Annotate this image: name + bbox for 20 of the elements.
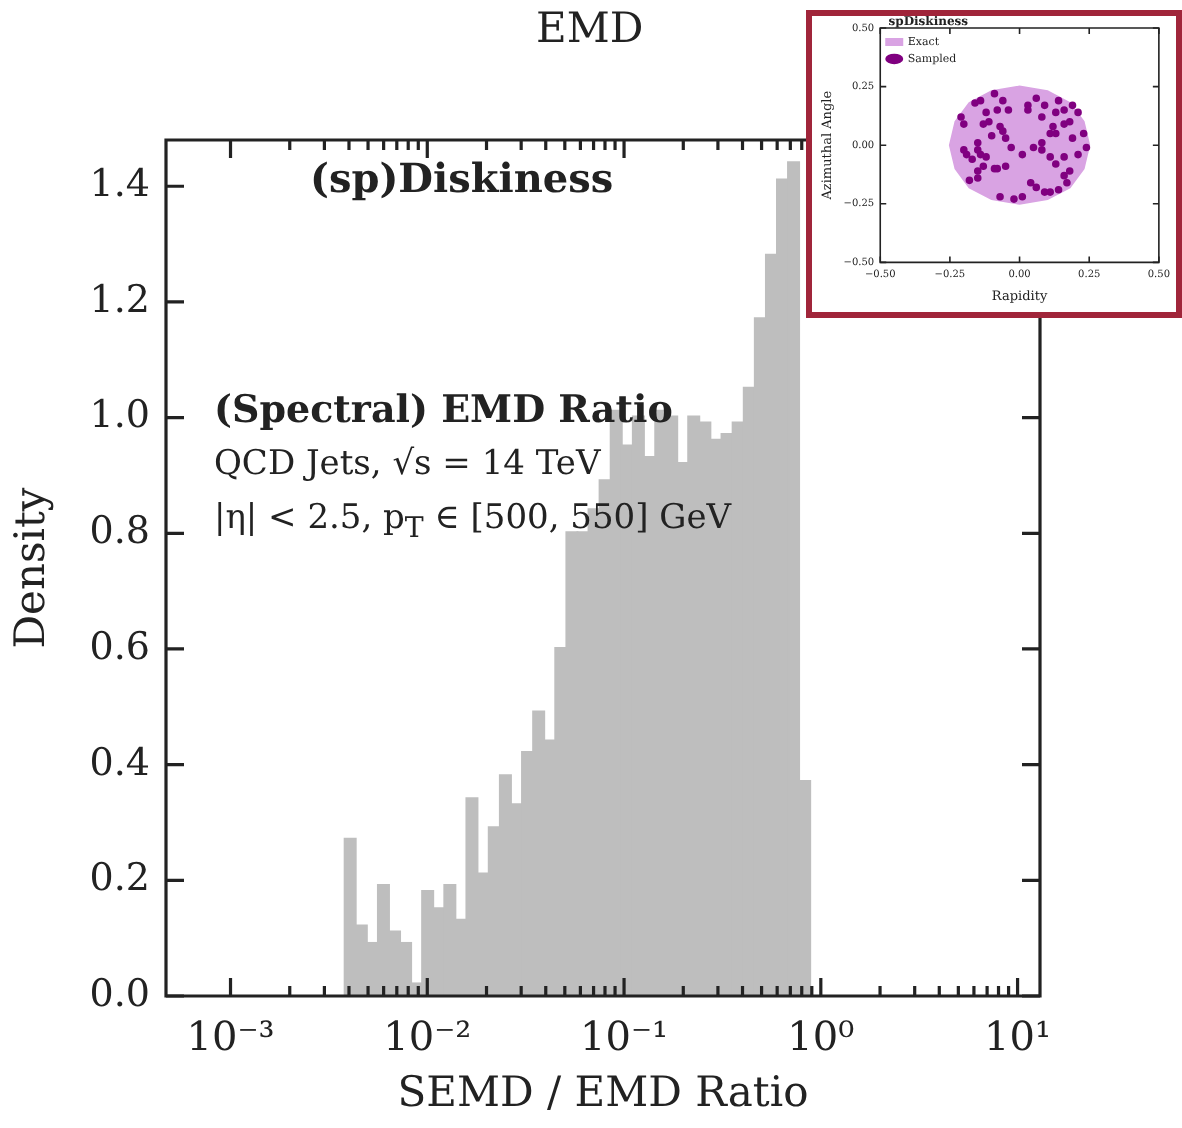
y-tick-label: 1.0 bbox=[89, 393, 150, 438]
y-tick-label: 0.4 bbox=[89, 740, 150, 785]
x-tick-label: 10¹ bbox=[984, 1012, 1052, 1061]
annotation: |η| < 2.5, p$_{T}$ ∈ [500, 550] GeV bbox=[214, 498, 732, 545]
y-tick-label: 0.8 bbox=[89, 509, 150, 554]
text: EMD bbox=[536, 4, 644, 52]
annotation: (sp)Diskiness bbox=[310, 154, 614, 202]
y-tick-label: 1.4 bbox=[89, 162, 150, 207]
x-tick-label: 10⁻¹ bbox=[580, 1012, 669, 1061]
y-axis-title: Density bbox=[6, 487, 55, 649]
y-tick-label: 0.2 bbox=[89, 856, 150, 901]
y-tick-label: 1.2 bbox=[89, 277, 150, 322]
annotation: QCD Jets, √s = 14 TeV bbox=[214, 444, 601, 484]
y-tick-label: 0.0 bbox=[89, 971, 150, 1016]
x-tick-label: 10⁻³ bbox=[186, 1012, 275, 1061]
x-axis-title: SEMD / EMD Ratio bbox=[397, 1067, 809, 1116]
annotation: (Spectral) EMD Ratio bbox=[214, 388, 673, 432]
y-tick-label: 0.6 bbox=[89, 624, 150, 669]
x-tick-label: 10⁻² bbox=[383, 1012, 472, 1061]
x-tick-label: 10⁰ bbox=[787, 1012, 855, 1061]
